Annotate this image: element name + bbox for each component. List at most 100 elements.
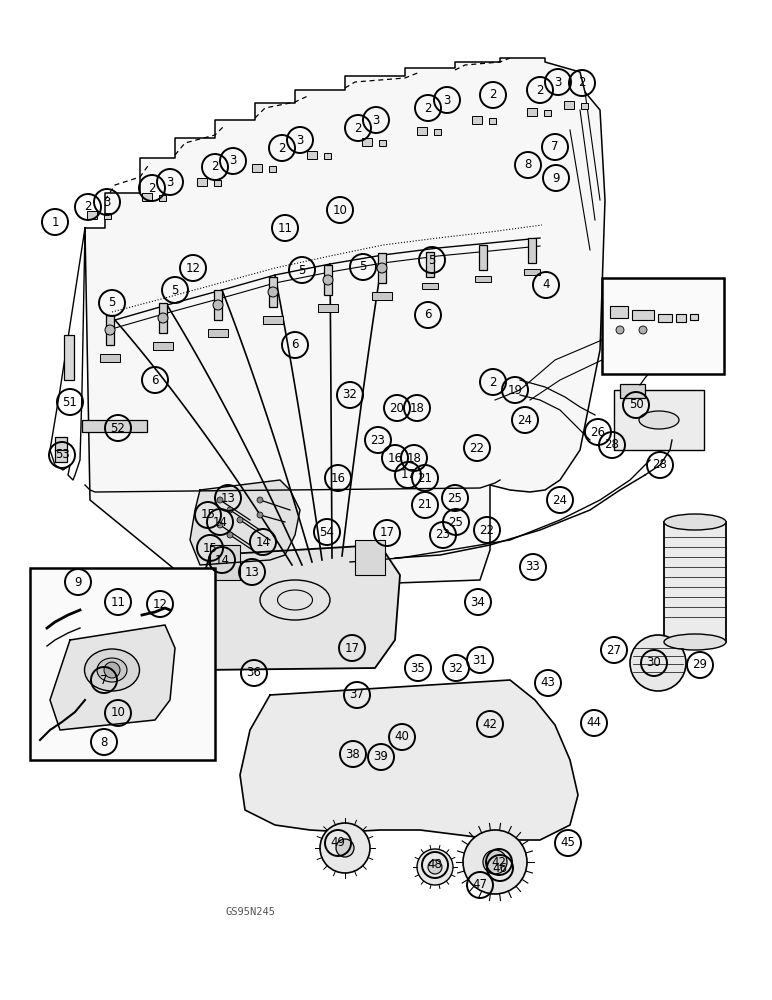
Text: 11: 11 bbox=[110, 595, 126, 608]
Text: 2: 2 bbox=[84, 200, 92, 214]
Circle shape bbox=[257, 512, 263, 518]
Circle shape bbox=[217, 522, 223, 528]
Bar bbox=[355, 540, 385, 575]
Text: 21: 21 bbox=[418, 472, 432, 485]
Bar bbox=[610, 306, 628, 318]
Bar bbox=[434, 129, 441, 135]
Text: 3: 3 bbox=[372, 113, 380, 126]
Bar bbox=[106, 315, 114, 345]
Text: 2: 2 bbox=[278, 141, 286, 154]
Text: 7: 7 bbox=[100, 674, 108, 686]
Circle shape bbox=[237, 517, 243, 523]
Text: 50: 50 bbox=[628, 398, 643, 412]
Text: 2: 2 bbox=[489, 89, 496, 102]
Text: 45: 45 bbox=[560, 836, 575, 850]
Text: 22: 22 bbox=[479, 524, 495, 536]
Text: 17: 17 bbox=[380, 526, 394, 540]
Bar bbox=[544, 110, 551, 116]
Text: 13: 13 bbox=[221, 491, 235, 504]
Text: 16: 16 bbox=[330, 472, 346, 485]
Text: 3: 3 bbox=[103, 196, 110, 209]
Text: 3: 3 bbox=[443, 94, 451, 106]
Bar bbox=[64, 335, 74, 380]
Bar bbox=[214, 180, 221, 186]
Text: 21: 21 bbox=[418, 498, 432, 512]
Bar bbox=[620, 384, 645, 398]
Ellipse shape bbox=[664, 634, 726, 650]
Text: 17: 17 bbox=[344, 642, 360, 654]
Text: 16: 16 bbox=[388, 452, 402, 464]
Bar bbox=[30, 568, 215, 760]
Text: GS95N245: GS95N245 bbox=[225, 907, 275, 917]
Text: 25: 25 bbox=[449, 516, 463, 528]
Polygon shape bbox=[190, 480, 300, 565]
Text: 23: 23 bbox=[435, 528, 450, 542]
Bar bbox=[269, 277, 277, 307]
Text: 29: 29 bbox=[692, 658, 707, 672]
Text: 2: 2 bbox=[354, 121, 362, 134]
Text: 49: 49 bbox=[330, 836, 346, 850]
Bar bbox=[527, 108, 537, 116]
Bar bbox=[210, 545, 240, 580]
Circle shape bbox=[158, 313, 168, 323]
Circle shape bbox=[639, 326, 647, 334]
Text: 3: 3 bbox=[166, 176, 174, 188]
Circle shape bbox=[227, 532, 233, 538]
Circle shape bbox=[428, 860, 442, 874]
Text: 47: 47 bbox=[472, 879, 487, 892]
Text: 14: 14 bbox=[215, 554, 229, 566]
Text: 51: 51 bbox=[63, 395, 77, 408]
Bar bbox=[159, 195, 166, 201]
Bar bbox=[362, 138, 372, 146]
Bar bbox=[422, 283, 438, 289]
Circle shape bbox=[630, 635, 686, 691]
Text: 28: 28 bbox=[652, 458, 668, 472]
Polygon shape bbox=[240, 680, 578, 840]
Ellipse shape bbox=[639, 411, 679, 429]
Text: 46: 46 bbox=[493, 861, 507, 874]
Text: 5: 5 bbox=[428, 253, 435, 266]
Bar bbox=[475, 276, 491, 282]
Text: 14: 14 bbox=[256, 536, 270, 548]
Text: 12: 12 bbox=[185, 261, 201, 274]
Bar bbox=[252, 164, 262, 172]
Circle shape bbox=[227, 507, 233, 513]
Bar bbox=[87, 211, 97, 219]
Bar bbox=[602, 278, 724, 374]
Text: 9: 9 bbox=[74, 576, 82, 588]
Bar bbox=[479, 245, 487, 270]
Polygon shape bbox=[50, 625, 175, 730]
Text: 10: 10 bbox=[333, 204, 347, 217]
Text: 35: 35 bbox=[411, 662, 425, 674]
Text: 30: 30 bbox=[647, 656, 662, 670]
Bar bbox=[55, 437, 67, 462]
Text: 12: 12 bbox=[153, 597, 168, 610]
Polygon shape bbox=[85, 58, 605, 590]
Ellipse shape bbox=[84, 649, 140, 691]
Circle shape bbox=[483, 850, 507, 874]
Circle shape bbox=[336, 839, 354, 857]
Text: 42: 42 bbox=[492, 856, 506, 868]
Text: 13: 13 bbox=[245, 566, 259, 578]
Text: 40: 40 bbox=[394, 730, 409, 744]
Bar bbox=[524, 269, 540, 275]
Text: 17: 17 bbox=[401, 468, 415, 482]
Text: 3: 3 bbox=[296, 133, 303, 146]
Text: 22: 22 bbox=[469, 442, 485, 454]
Text: 25: 25 bbox=[448, 491, 462, 504]
Text: 10: 10 bbox=[110, 706, 125, 720]
Text: 1: 1 bbox=[51, 216, 59, 229]
Text: 31: 31 bbox=[472, 654, 487, 666]
Text: 23: 23 bbox=[371, 434, 385, 446]
Text: 2: 2 bbox=[489, 375, 496, 388]
Text: 28: 28 bbox=[604, 438, 619, 452]
Text: 3: 3 bbox=[229, 154, 237, 167]
Text: 8: 8 bbox=[100, 736, 107, 748]
Bar bbox=[324, 153, 331, 159]
Bar bbox=[564, 101, 574, 109]
Bar bbox=[690, 314, 698, 320]
Bar bbox=[632, 310, 654, 320]
Text: 18: 18 bbox=[410, 401, 425, 414]
Bar bbox=[528, 238, 536, 263]
Text: 36: 36 bbox=[246, 666, 262, 680]
